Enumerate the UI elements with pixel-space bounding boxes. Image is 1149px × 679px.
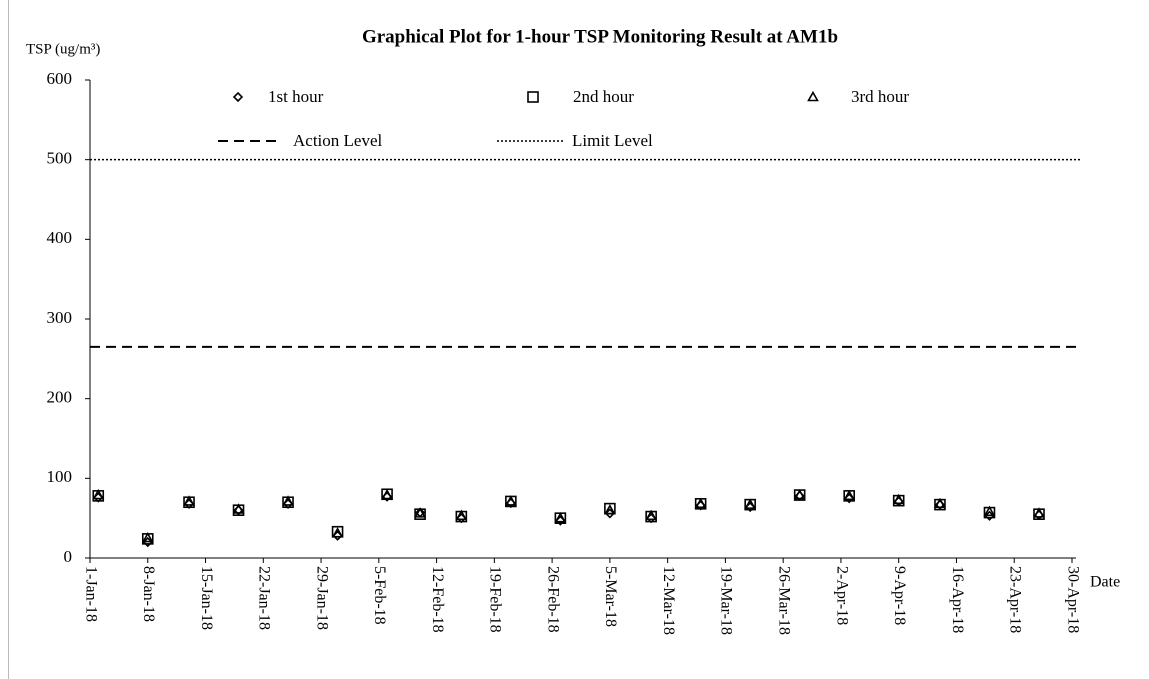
point (645, 510, 657, 523)
point (505, 495, 517, 508)
x-tick-label: 19-Mar-18 (718, 566, 735, 635)
point (892, 493, 905, 505)
x-tick-label: 5-Feb-18 (371, 566, 388, 625)
point (504, 495, 517, 506)
x-tick-label: 15-Jan-18 (198, 566, 215, 630)
point (282, 496, 294, 509)
x-tick-label: 8-Jan-18 (140, 566, 157, 622)
point (142, 536, 153, 548)
point (645, 509, 658, 521)
y-tick-label: 400 (47, 228, 73, 247)
y-tick-label: 500 (47, 149, 73, 168)
x-tick-label: 30-Apr-18 (1064, 566, 1081, 633)
legend-marker (232, 91, 244, 103)
point (744, 498, 757, 509)
point (414, 508, 426, 520)
point (183, 496, 195, 509)
x-tick-label: 22-Jan-18 (256, 566, 273, 630)
point (892, 494, 905, 507)
x-tick-label: 1-Jan-18 (82, 566, 99, 622)
point (232, 504, 245, 517)
x-tick-label: 9-Apr-18 (891, 566, 908, 625)
legend-marker (527, 91, 539, 103)
x-tick-label: 26-Feb-18 (544, 566, 561, 633)
point (141, 531, 154, 543)
point (554, 512, 567, 523)
point (604, 502, 616, 515)
chart-title: Graphical Plot for 1-hour TSP Monitoring… (362, 26, 838, 47)
x-tick-label: 23-Apr-18 (1007, 566, 1024, 633)
point (183, 495, 195, 506)
y-tick-label: 200 (47, 388, 73, 407)
y-tick-label: 0 (64, 547, 73, 566)
point (694, 497, 707, 509)
point (843, 490, 855, 502)
point (92, 488, 105, 500)
x-tick-label: 2-Apr-18 (833, 566, 850, 625)
point (934, 497, 946, 509)
chart-frame (8, 0, 9, 679)
x-tick-label: 16-Apr-18 (949, 566, 966, 633)
point (414, 507, 426, 518)
legend-marker (807, 90, 819, 102)
x-tick-label: 12-Mar-18 (660, 566, 677, 635)
point (232, 503, 245, 514)
legend-label: 1st hour (268, 87, 324, 106)
point (843, 489, 856, 501)
point (694, 498, 707, 510)
point (455, 509, 468, 521)
point (331, 525, 344, 538)
x-axis-label: Date (1090, 574, 1120, 591)
x-tick-label: 12-Feb-18 (429, 566, 446, 633)
point (1033, 508, 1045, 520)
point (141, 533, 154, 545)
x-tick-label: 29-Jan-18 (313, 566, 330, 630)
legend-label: Action Level (293, 131, 382, 150)
y-tick-label: 300 (47, 308, 73, 327)
legend-label: 2nd hour (573, 87, 634, 106)
point (455, 510, 468, 523)
point (744, 498, 756, 511)
x-tick-label: 26-Mar-18 (776, 566, 793, 635)
point (983, 506, 996, 519)
point (92, 490, 105, 502)
y-tick-label: 600 (47, 69, 73, 88)
point (554, 512, 567, 524)
x-tick-label: 5-Mar-18 (602, 566, 619, 627)
point (793, 488, 806, 500)
point (934, 498, 946, 511)
point (381, 488, 393, 501)
point (381, 488, 393, 500)
point (983, 505, 996, 517)
point (984, 510, 995, 521)
point (282, 495, 294, 506)
y-tick-label: 100 (47, 467, 73, 486)
x-tick-label: 19-Feb-18 (487, 566, 504, 633)
point (793, 489, 806, 501)
point (1033, 507, 1045, 518)
y-axis-label: TSP (ug/m³) (26, 41, 100, 57)
legend-label: Limit Level (572, 131, 653, 150)
legend-label: 3rd hour (851, 87, 909, 106)
